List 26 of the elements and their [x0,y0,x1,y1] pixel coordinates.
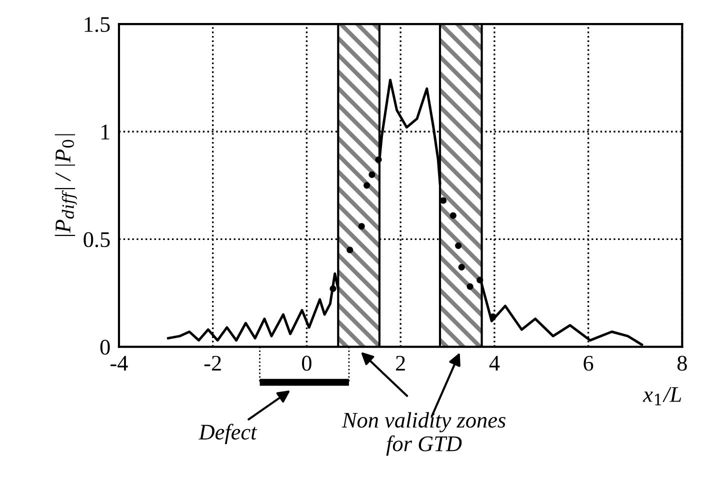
text: Defect [198,424,258,444]
point [466,283,474,290]
point [476,276,484,284]
point [450,212,456,219]
x-tick-label: 6 [584,356,594,371]
point [346,246,354,254]
point [455,242,462,249]
point [358,223,365,230]
point [368,171,376,178]
y-tick-label: 1.5 [84,17,110,32]
x-tick-label: 0 [302,356,312,371]
x-tick-label: 2 [396,356,405,371]
x-tick-label: -2 [204,356,221,371]
x-tick-label: 4 [489,356,500,371]
x-axis-title: x$_{1}$/L [642,387,682,406]
y-tick-label: 0 [100,340,110,355]
point [375,156,382,163]
y-tick-label: 0.5 [84,232,110,248]
x-tick-label: -4 [110,356,128,371]
y-tick-label: 1 [101,124,110,140]
y-axis-title: |P$_{diff}$| / |P$_{0}$| [54,134,77,236]
point [330,285,336,292]
point [363,182,370,189]
point [458,264,465,270]
text: Non validity zones for GTD [342,412,506,456]
x-tick-label: 8 [677,356,687,371]
